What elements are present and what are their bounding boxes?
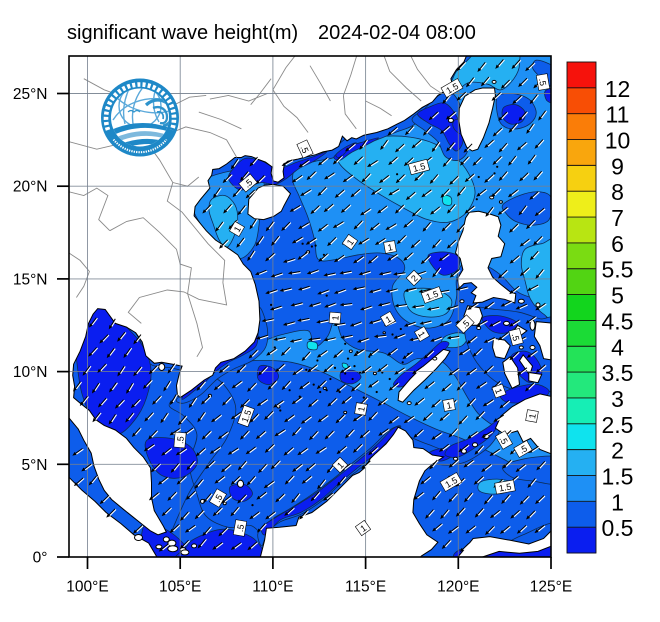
svg-text:20°N: 20°N: [13, 179, 48, 196]
svg-text:2024-02-04 08:00: 2024-02-04 08:00: [318, 22, 476, 44]
svg-text:4.5: 4.5: [602, 308, 634, 334]
svg-text:1: 1: [416, 330, 427, 339]
svg-text:1: 1: [345, 237, 356, 247]
svg-text:4: 4: [611, 334, 624, 360]
svg-text:5.5: 5.5: [602, 257, 634, 283]
svg-text:2: 2: [409, 273, 420, 284]
svg-text:3: 3: [611, 386, 624, 412]
svg-text:110°E: 110°E: [252, 579, 293, 596]
svg-text:9: 9: [611, 153, 624, 179]
svg-text:1: 1: [232, 225, 243, 234]
svg-text:3.5: 3.5: [602, 360, 634, 386]
svg-text:5: 5: [611, 283, 624, 309]
svg-text:12: 12: [605, 76, 631, 102]
svg-text:15°N: 15°N: [13, 271, 48, 288]
svg-text:5°N: 5°N: [21, 457, 47, 474]
svg-text:.5: .5: [298, 144, 310, 155]
svg-text:10°N: 10°N: [13, 364, 48, 381]
svg-text:.5: .5: [517, 443, 529, 455]
svg-text:11: 11: [606, 102, 630, 128]
svg-text:25°N: 25°N: [13, 86, 48, 103]
svg-text:120°E: 120°E: [437, 579, 479, 596]
svg-text:1.5: 1.5: [498, 481, 512, 493]
svg-text:1: 1: [330, 315, 340, 321]
svg-text:1.5: 1.5: [240, 409, 254, 424]
svg-text:1: 1: [384, 314, 393, 325]
svg-text:115°E: 115°E: [345, 579, 386, 596]
svg-text:1: 1: [358, 523, 368, 534]
svg-text:7: 7: [611, 205, 624, 231]
svg-text:10: 10: [605, 128, 631, 154]
svg-text:1.5: 1.5: [425, 289, 440, 303]
svg-text:2: 2: [611, 438, 624, 464]
svg-text:105°E: 105°E: [159, 579, 201, 596]
svg-text:1: 1: [356, 406, 367, 413]
svg-text:0.5: 0.5: [602, 515, 634, 541]
svg-text:1.5: 1.5: [602, 463, 634, 489]
svg-text:1: 1: [335, 460, 346, 471]
svg-text:.5: .5: [212, 492, 224, 504]
svg-text:1: 1: [446, 400, 453, 411]
svg-text:1: 1: [387, 242, 394, 253]
svg-text:.5: .5: [235, 524, 246, 533]
svg-text:1: 1: [527, 413, 538, 420]
svg-text:.5: .5: [175, 436, 186, 444]
svg-text:6: 6: [611, 231, 624, 257]
svg-text:1: 1: [611, 489, 624, 515]
svg-text:2.5: 2.5: [602, 412, 634, 438]
svg-text:0°: 0°: [33, 550, 48, 567]
svg-text:8: 8: [611, 179, 624, 205]
svg-text:1: 1: [493, 387, 504, 395]
svg-text:.5: .5: [537, 78, 548, 87]
svg-text:1.5: 1.5: [412, 161, 427, 174]
svg-text:.5: .5: [497, 434, 509, 446]
svg-text:100°E: 100°E: [66, 579, 108, 596]
svg-text:significant wave height(m): significant wave height(m): [67, 22, 298, 44]
svg-text:.5: .5: [510, 332, 522, 342]
svg-text:125°E: 125°E: [530, 579, 572, 596]
